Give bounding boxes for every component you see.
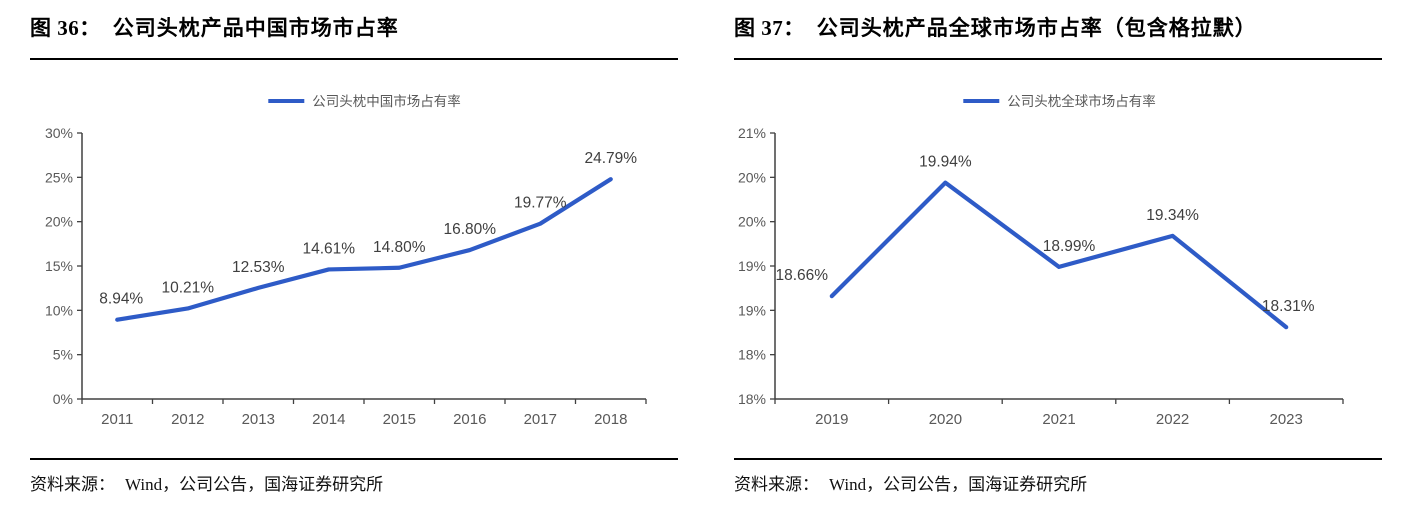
y-axis-tick-label: 18%	[738, 347, 766, 363]
data-point-label: 12.53%	[232, 259, 285, 276]
y-axis-tick-label: 5%	[53, 347, 73, 363]
x-axis-year-label: 2021	[1042, 411, 1075, 428]
figure-37-source-line: 资料来源： Wind，公司公告，国海证券研究所	[734, 470, 1382, 495]
x-axis-year-label: 2012	[171, 411, 204, 428]
x-axis-year-label: 2013	[242, 411, 275, 428]
y-axis-tick-label: 20%	[45, 214, 73, 230]
y-axis-tick-label: 30%	[45, 125, 73, 141]
data-point-label: 8.94%	[99, 291, 143, 308]
figure-37-footer-rule	[734, 458, 1382, 460]
x-axis-year-label: 2020	[929, 411, 962, 428]
x-axis-year-label: 2019	[815, 411, 848, 428]
x-axis-year-label: 2014	[312, 411, 345, 428]
y-axis-tick-label: 19%	[738, 258, 766, 274]
data-point-label: 24.79%	[584, 150, 637, 167]
data-point-label: 19.77%	[514, 195, 567, 212]
y-axis-tick-label: 19%	[738, 302, 766, 318]
china-market-share-line-chart: 公司头枕中国市场占有率 30% 25% 20% 15% 10% 5% 0% 2011 2012 20…	[45, 93, 647, 428]
data-point-label: 10.21%	[161, 279, 214, 296]
figure-36-label: 图 36：	[30, 16, 101, 40]
figure-37-label: 图 37：	[734, 16, 805, 40]
panel-china-market: 图 36： 公司头枕产品中国市场市占率 公司头枕中国市场占有率 30% 25% 20% 1…	[30, 12, 678, 495]
data-point-label: 14.61%	[302, 240, 355, 257]
y-axis-tick-label: 21%	[738, 125, 766, 141]
x-axis-year-label: 2016	[453, 411, 486, 428]
y-axis-tick-label: 10%	[45, 302, 73, 318]
y-axis-tick-label: 20%	[738, 169, 766, 185]
data-point-label: 19.94%	[919, 154, 972, 171]
panel-global-market: 图 37： 公司头枕产品全球市场市占率（包含格拉默） 公司头枕全球市场占有率 21%…	[704, 0, 1408, 514]
figure-37-header: 图 37： 公司头枕产品全球市场市占率（包含格拉默）	[734, 12, 1382, 60]
data-point-label: 18.66%	[776, 267, 829, 284]
figure-36-footer-rule	[30, 458, 678, 460]
figure-36-source-line: 资料来源： Wind，公司公告，国海证券研究所	[30, 470, 678, 495]
x-axis-year-label: 2018	[594, 411, 627, 428]
x-axis-year-label: 2017	[524, 411, 557, 428]
x-axis-year-label: 2011	[101, 411, 133, 428]
x-axis-year-label: 2022	[1156, 411, 1189, 428]
y-axis-tick-label: 0%	[53, 391, 73, 407]
y-axis-tick-label: 15%	[45, 258, 73, 274]
source-text: Wind，公司公告，国海证券研究所	[125, 475, 384, 494]
global-market-share-line-chart: 公司头枕全球市场占有率 21% 20% 20% 19% 19% 18% 18% 2019 2020…	[738, 93, 1344, 428]
x-axis-year-label: 2015	[383, 411, 416, 428]
series-line	[829, 180, 1289, 330]
y-axis-tick-label: 18%	[738, 391, 766, 407]
data-point-label: 16.80%	[443, 221, 496, 238]
figure-36-title: 公司头枕产品中国市场市占率	[112, 16, 399, 40]
y-axis-tick-label: 20%	[738, 214, 766, 230]
figure-36-header: 图 36： 公司头枕产品中国市场市占率	[30, 12, 678, 60]
figure-37-title: 公司头枕产品全球市场市占率（包含格拉默）	[816, 16, 1257, 40]
legend-label: 公司头枕全球市场占有率	[1007, 93, 1156, 109]
source-text: Wind，公司公告，国海证券研究所	[829, 475, 1088, 494]
y-axis-tick-label: 25%	[45, 169, 73, 185]
source-prefix: 资料来源：	[734, 475, 819, 494]
series-line	[115, 177, 613, 322]
legend-label: 公司头枕中国市场占有率	[312, 93, 461, 109]
data-point-label: 14.80%	[373, 239, 426, 256]
data-point-label: 18.99%	[1043, 238, 1096, 255]
data-point-label: 18.31%	[1262, 298, 1315, 315]
x-axis-year-label: 2023	[1270, 411, 1303, 428]
source-prefix: 资料来源：	[30, 475, 115, 494]
data-point-label: 19.34%	[1146, 207, 1199, 224]
